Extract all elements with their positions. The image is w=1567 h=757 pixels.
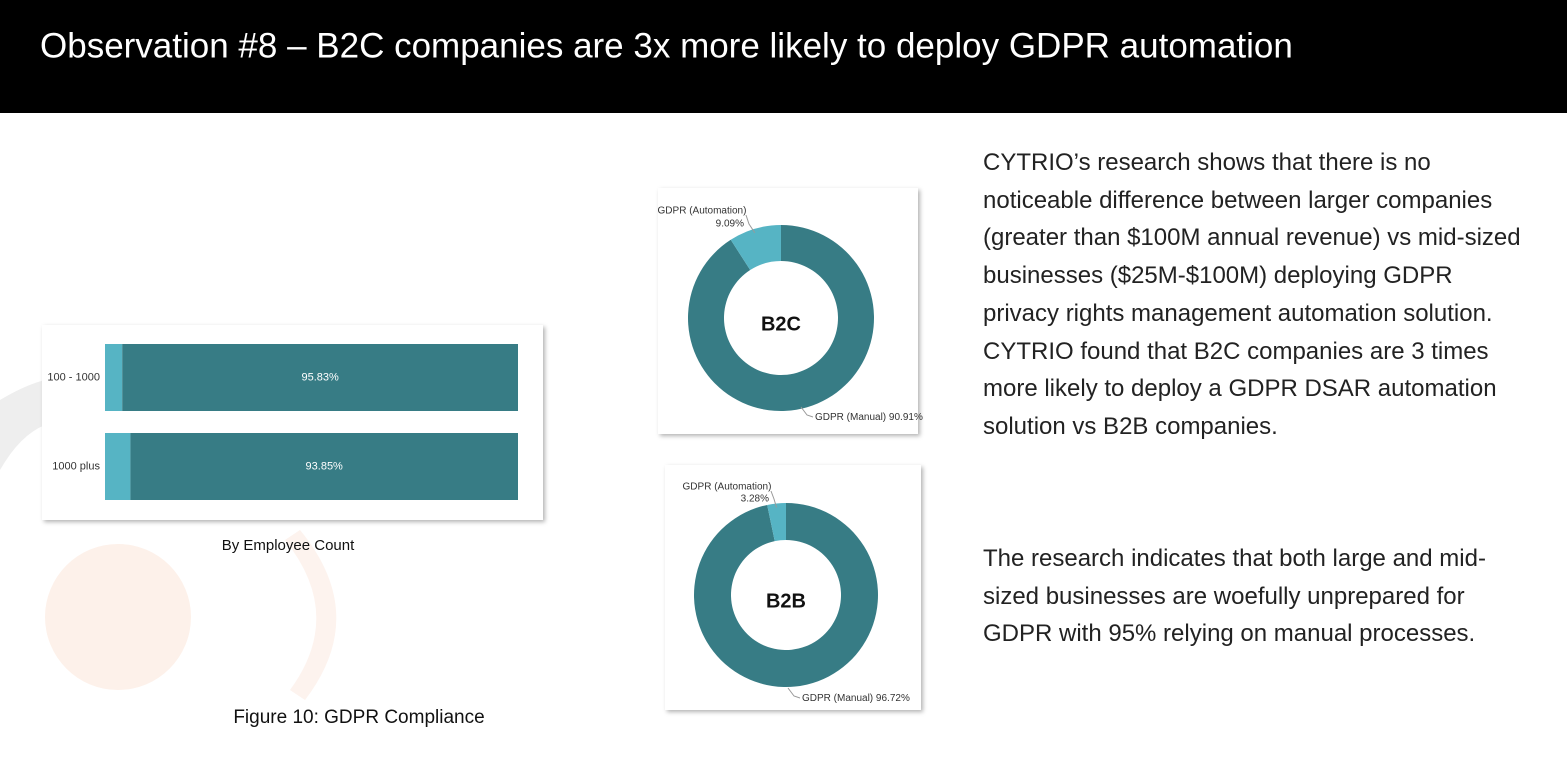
leader-line xyxy=(800,406,814,418)
donut-segment xyxy=(687,225,875,412)
slice-label: GDPR (Manual) 96.72% xyxy=(802,693,910,704)
donut-segment xyxy=(730,225,781,271)
paragraph: The research indicates that both large a… xyxy=(983,545,1486,648)
bar-segment xyxy=(105,344,123,411)
leader-line xyxy=(745,214,756,234)
value-label: 9.09% xyxy=(716,219,744,230)
value-label: 3.28% xyxy=(741,494,769,505)
value-label: 96.72% xyxy=(876,693,910,704)
donut-segment xyxy=(693,503,878,687)
bar-segment xyxy=(122,344,518,411)
bar-segment xyxy=(130,433,518,500)
slide-title: Observation #8 – B2C companies are 3x mo… xyxy=(40,26,1293,65)
bar-segment xyxy=(105,433,131,500)
leader-line xyxy=(770,490,778,508)
chart-caption: By Employee Count xyxy=(222,537,355,554)
decor-arc xyxy=(285,530,337,700)
value-label: 95.83% xyxy=(301,371,339,383)
decor-circle xyxy=(45,544,191,690)
category-label: 1000 plus xyxy=(52,460,100,472)
category-label: 100 - 1000 xyxy=(47,371,100,383)
category-label: GDPR (Manual) xyxy=(815,412,886,423)
leader-line xyxy=(787,687,801,699)
value-label: 90.91% xyxy=(889,412,923,423)
decor-arc xyxy=(0,380,45,470)
center-label: B2B xyxy=(766,590,806,612)
figure-caption: Figure 10: GDPR Compliance xyxy=(233,707,484,728)
category-label: GDPR (Manual) xyxy=(802,693,873,704)
category-label: GDPR (Automation) xyxy=(683,482,772,493)
center-label: B2C xyxy=(761,313,801,335)
header-band xyxy=(0,0,1567,113)
paragraph: CYTRIO’s research shows that there is no… xyxy=(983,149,1521,440)
value-label: 93.85% xyxy=(306,460,344,472)
donut-segment xyxy=(767,503,786,542)
slice-label: GDPR (Manual) 90.91% xyxy=(815,412,923,423)
category-label: GDPR (Automation) xyxy=(658,206,747,217)
